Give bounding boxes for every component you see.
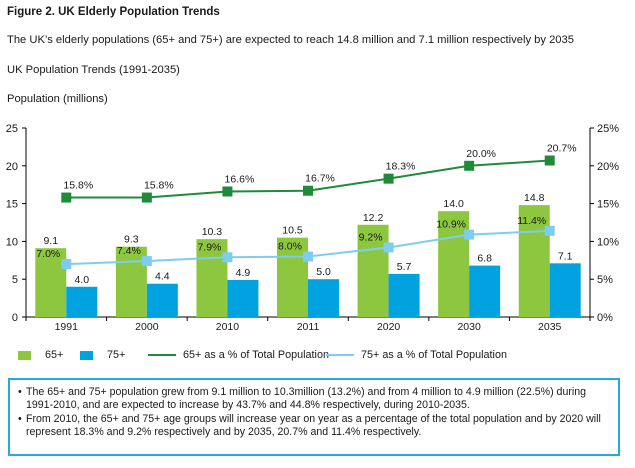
- point-label-75-pct: 10.9%: [436, 219, 466, 231]
- legend-item-65-pct: 65+ as a % of Total Population: [148, 346, 329, 364]
- x-tick-label: 2030: [457, 321, 481, 333]
- point-75-pct: [303, 251, 313, 262]
- x-tick-label: 2020: [377, 321, 401, 333]
- point-75-pct: [383, 242, 394, 253]
- bar-75: [388, 273, 420, 317]
- point-label-65-pct: 18.3%: [386, 161, 416, 173]
- bar-label-65: 14.8: [524, 192, 545, 204]
- bar-75: [66, 286, 98, 317]
- legend-label-65-pct: 65+ as a % of Total Population: [183, 349, 329, 361]
- bar-75: [469, 265, 501, 317]
- y-tick-label: 20: [6, 161, 18, 173]
- point-65-pct: [222, 186, 233, 197]
- bar-label-65: 12.2: [363, 212, 384, 224]
- bar-label-75: 7.1: [558, 250, 573, 262]
- y2-tick-label: 25%: [597, 123, 619, 135]
- point-label-65-pct: 15.8%: [63, 180, 93, 192]
- y2-tick-label: 15%: [597, 199, 619, 211]
- legend-item-65: 65+: [18, 346, 63, 364]
- notes-box: The 65+ and 75+ population grew from 9.1…: [8, 378, 620, 456]
- legend-label-75-pct: 75+ as a % of Total Population: [361, 349, 507, 361]
- point-65-pct: [544, 155, 555, 166]
- y-tick-label: 15: [6, 199, 18, 211]
- bar-label-75: 4.0: [74, 274, 89, 286]
- legend-swatch-75: [80, 350, 93, 360]
- point-label-75-pct: 7.4%: [117, 245, 141, 257]
- point-75-pct: [222, 252, 233, 263]
- x-tick-label: 1991: [55, 321, 79, 333]
- bar-65: [277, 237, 308, 317]
- point-label-75-pct: 9.2%: [359, 231, 383, 243]
- y-tick-label: 25: [6, 123, 18, 135]
- bar-label-65: 10.3: [202, 226, 223, 238]
- bar-65: [357, 224, 389, 317]
- figure-description: The UK’s elderly populations (65+ and 75…: [7, 34, 574, 46]
- point-label-65-pct: 20.7%: [547, 143, 577, 155]
- point-65-pct: [303, 185, 313, 196]
- legend-label-75: 75+: [107, 349, 126, 361]
- bar-65: [518, 205, 550, 317]
- point-label-65-pct: 15.8%: [144, 180, 174, 192]
- bar-label-75: 5.7: [397, 261, 412, 273]
- legend-item-75-pct: 75+ as a % of Total Population: [326, 346, 507, 364]
- bar-label-65: 9.3: [124, 234, 139, 246]
- point-label-65-pct: 16.7%: [305, 173, 335, 185]
- y2-tick-label: 10%: [597, 236, 619, 248]
- point-65-pct: [141, 192, 152, 203]
- point-65-pct: [383, 173, 394, 184]
- y2-tick-label: 20%: [597, 161, 619, 173]
- note-item: From 2010, the 65+ and 75+ age groups wi…: [18, 413, 612, 440]
- bar-65: [196, 239, 228, 317]
- y-axis-label: Population (millions): [7, 93, 108, 105]
- x-tick-label: 2011: [297, 321, 320, 333]
- bar-label-75: 4.4: [155, 271, 170, 283]
- bar-label-65: 14.0: [443, 198, 464, 210]
- x-tick-label: 2010: [216, 321, 240, 333]
- point-75-pct: [61, 259, 72, 270]
- point-label-75-pct: 7.0%: [36, 248, 60, 260]
- bar-65: [35, 248, 67, 317]
- bar-75: [227, 279, 259, 317]
- point-65-pct: [464, 160, 475, 171]
- point-75-pct: [464, 229, 475, 240]
- point-75-pct: [544, 225, 555, 236]
- point-label-75-pct: 11.4%: [517, 215, 546, 227]
- legend-item-75: 75+: [80, 346, 125, 364]
- bar-label-65: 10.5: [282, 225, 303, 237]
- bar-65: [115, 246, 147, 317]
- y-tick-label: 5: [12, 274, 18, 286]
- note-item: The 65+ and 75+ population grew from 9.1…: [18, 386, 612, 413]
- x-tick-label: 2000: [135, 321, 159, 333]
- point-label-75-pct: 8.0%: [278, 241, 302, 253]
- population-chart: 0 5 10 15 20 25 0% 5% 10% 15% 20% 25% 1991 2000 2010 20…: [6, 123, 619, 333]
- point-label-75-pct: 7.9%: [197, 241, 221, 253]
- bar-label-75: 5.0: [316, 266, 331, 278]
- figure-title: Figure 2. UK Elderly Population Trends: [7, 6, 220, 18]
- bar-label-65: 9.1: [43, 235, 58, 247]
- bar-65: [438, 211, 470, 317]
- chart-legend: 65+ 75+ 65+ as a % of Total Population 7…: [0, 346, 635, 366]
- legend-swatch-75-pct: [326, 354, 354, 356]
- chart-title: UK Population Trends (1991-2035): [7, 64, 180, 76]
- bar-label-75: 6.8: [477, 253, 492, 265]
- x-tick-label: 2035: [538, 321, 562, 333]
- point-65-pct: [61, 192, 72, 203]
- y-tick-label: 0: [12, 312, 18, 324]
- y2-tick-label: 5%: [597, 274, 613, 286]
- bar-label-75: 4.9: [236, 267, 251, 279]
- bar-75: [549, 263, 581, 317]
- y2-tick-label: 0%: [597, 312, 613, 324]
- legend-swatch-65-pct: [148, 354, 176, 356]
- bar-75: [308, 279, 339, 317]
- point-label-65-pct: 20.0%: [466, 148, 496, 160]
- point-label-65-pct: 16.6%: [225, 174, 255, 186]
- y-tick-label: 10: [6, 236, 18, 248]
- legend-label-65: 65+: [45, 349, 64, 361]
- bar-75: [146, 283, 178, 317]
- point-75-pct: [141, 256, 152, 267]
- legend-swatch-65: [18, 350, 31, 360]
